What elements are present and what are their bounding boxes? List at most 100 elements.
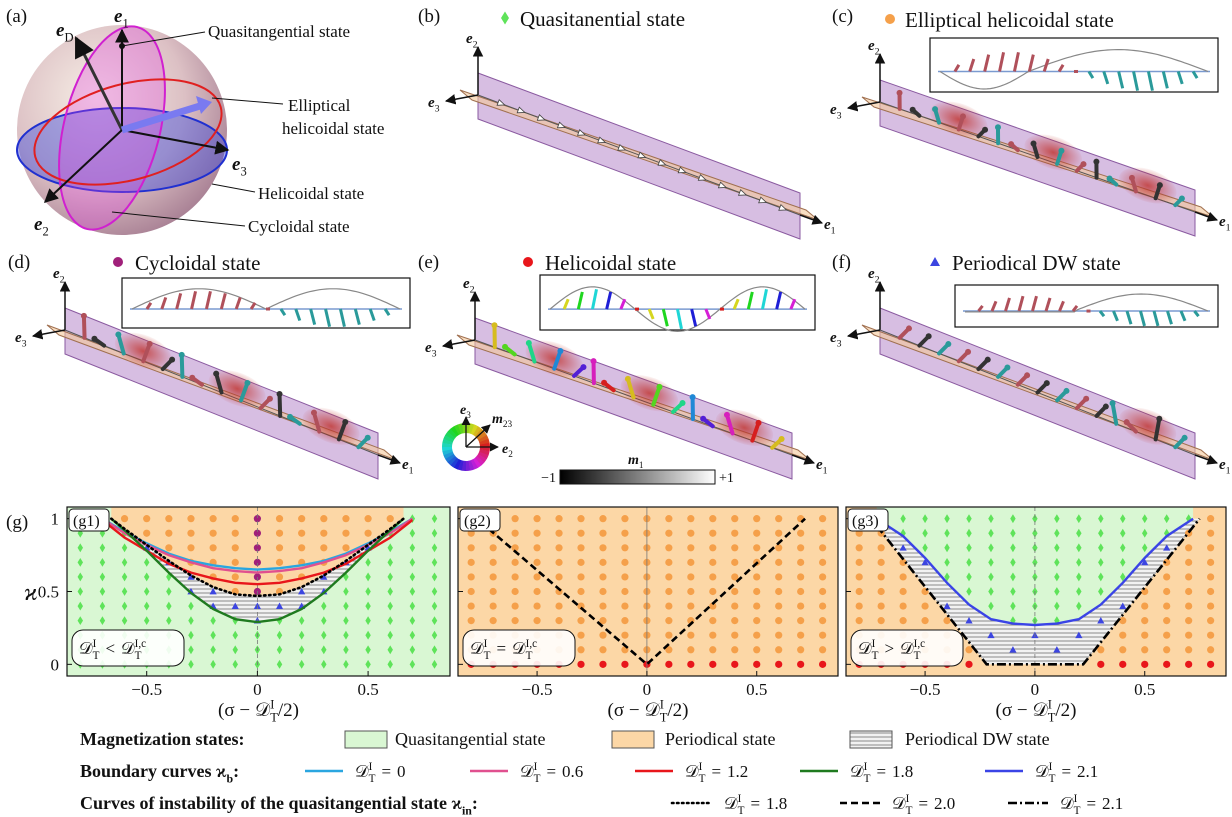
circle-marker [709, 588, 716, 595]
legend-entry-text: 1.8 [892, 762, 913, 781]
vector-label-text: 2 [508, 449, 513, 459]
circle-marker [731, 544, 738, 551]
spin-tip [115, 332, 121, 338]
circle-marker [1163, 602, 1170, 609]
subplot-label: (g1) [73, 513, 100, 530]
condition-text: 𝒟 [121, 639, 135, 658]
circle-marker [577, 632, 584, 639]
vector-label-text: 2 [473, 40, 478, 51]
circle-marker [1185, 646, 1192, 653]
spin-tip [960, 113, 966, 119]
circle-marker [775, 530, 782, 537]
spin-arrow [280, 394, 281, 416]
circle-marker [187, 544, 194, 551]
circle-marker [665, 588, 672, 595]
circle-marker [687, 530, 694, 537]
circle-marker [665, 661, 672, 668]
spin-tip [906, 325, 912, 331]
circle-marker [1119, 632, 1126, 639]
annotation: helicoidal state [282, 119, 384, 138]
circle-marker [856, 588, 863, 595]
vector-label: e1 [824, 217, 836, 237]
circle-marker [753, 515, 760, 522]
vector-label: e3 [830, 330, 842, 350]
vector-label: e1 [816, 457, 828, 477]
circle-marker [599, 559, 606, 566]
circle-marker [599, 646, 606, 653]
circle-marker [621, 515, 628, 522]
circle-marker [775, 544, 782, 551]
circle-marker [599, 530, 606, 537]
circle-marker [687, 632, 694, 639]
circle-marker [878, 559, 885, 566]
vector-label-text: 1 [831, 226, 836, 237]
circle-marker [490, 588, 497, 595]
legend-entry-text: T [1074, 805, 1081, 817]
circle-marker [819, 588, 826, 595]
circle-marker [687, 515, 694, 522]
circle-marker [320, 544, 327, 551]
circle-marker [878, 602, 885, 609]
spin-tip [1156, 416, 1162, 422]
spin-tip [491, 322, 497, 328]
y-tick-label: 0 [51, 655, 60, 674]
circle-marker [709, 559, 716, 566]
circle-marker [387, 515, 394, 522]
vector-label: e1 [1219, 457, 1231, 477]
legend-entry-text: 0 [397, 762, 406, 781]
circle-marker [599, 661, 606, 668]
spin-tip [502, 344, 508, 350]
legend-entry: 𝒟TI=0 [355, 761, 406, 785]
circle-marker [885, 14, 895, 24]
spin-tip [1024, 372, 1030, 378]
vector-label: e3 [425, 340, 437, 360]
legend-entry-text: I [1074, 793, 1078, 805]
condition-text: T [135, 650, 142, 662]
circle-marker [320, 515, 327, 522]
circle-marker [113, 257, 123, 267]
spin-tip [779, 436, 785, 442]
circle-marker [731, 559, 738, 566]
circle-marker [775, 559, 782, 566]
circle-marker [232, 530, 239, 537]
legend-title-text: : [472, 793, 478, 813]
spin-tip [1182, 435, 1188, 441]
figure: (a)eDe1e3e2Quasitangential stateElliptic… [0, 0, 1232, 817]
legend-entry-text: T [864, 773, 871, 785]
x-tick-label: 0.5 [357, 680, 378, 699]
legend-entry-text: = [381, 762, 391, 781]
circle-marker [753, 530, 760, 537]
circle-marker [577, 588, 584, 595]
x-tick-label: 0.5 [746, 680, 767, 699]
circle-marker [555, 515, 562, 522]
page: (a)eDe1e3e2Quasitangential stateElliptic… [0, 0, 1232, 817]
circle-marker [797, 544, 804, 551]
vector-label-text: 2 [60, 275, 65, 286]
vector-label-text: 3 [240, 165, 246, 179]
circle-marker [819, 602, 826, 609]
x-tick-label: 0.5 [1134, 680, 1155, 699]
circle-marker [709, 544, 716, 551]
circle-marker [512, 573, 519, 580]
circle-marker [687, 661, 694, 668]
legend-entry-text: 𝒟 [850, 762, 864, 781]
circle-marker [165, 515, 172, 522]
vector-label-text: 2 [875, 275, 880, 286]
legend-swatch [612, 731, 654, 748]
circle-marker [1141, 602, 1148, 609]
circle-marker [232, 515, 239, 522]
circle-marker [856, 617, 863, 624]
spin-tip [1004, 364, 1010, 370]
circle-marker [775, 661, 782, 668]
circle-marker [276, 559, 283, 566]
circle-marker [819, 544, 826, 551]
circle-marker [731, 602, 738, 609]
circle-marker [143, 515, 150, 522]
circle-marker [577, 617, 584, 624]
circle-marker [753, 588, 760, 595]
annotation: Cycloidal state [248, 217, 350, 236]
legend-title-text: in [462, 803, 472, 817]
circle-marker [210, 530, 217, 537]
circle-marker [468, 559, 475, 566]
